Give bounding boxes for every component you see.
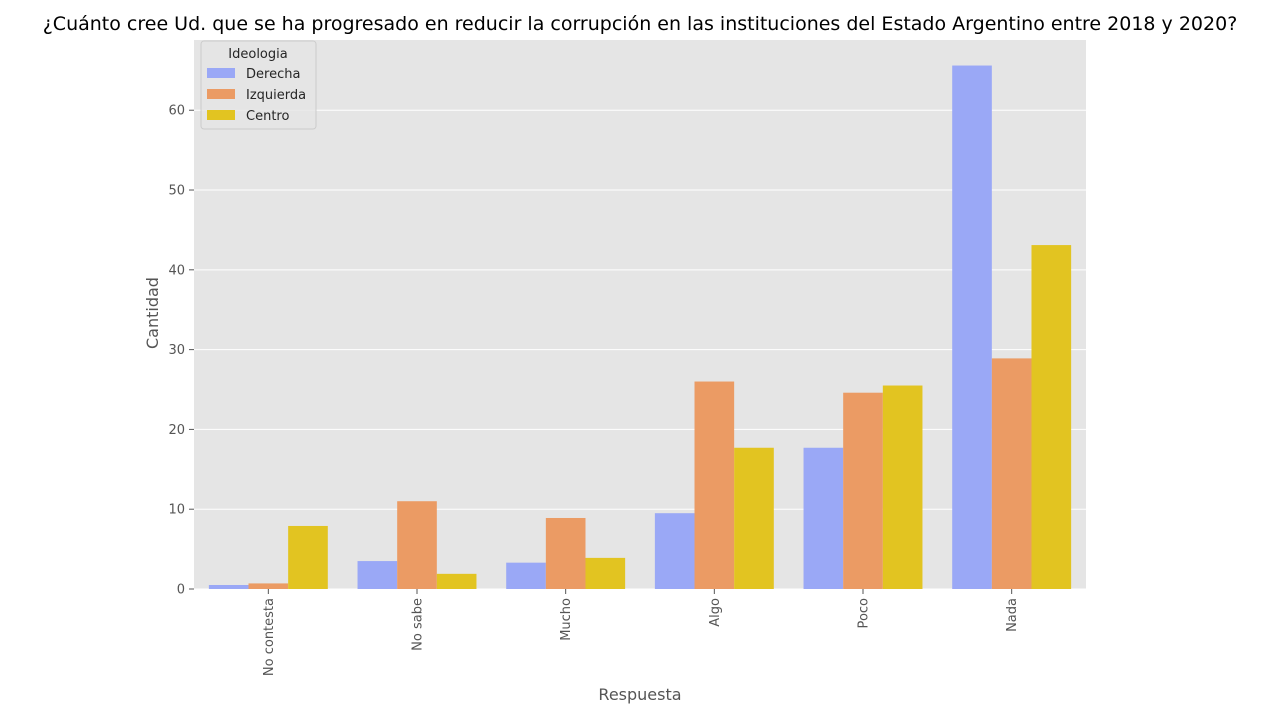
bar-izquierda-no-sabe (397, 501, 437, 589)
legend-swatch-centro (207, 110, 235, 120)
legend-label-derecha: Derecha (246, 67, 300, 82)
bar-centro-algo (734, 447, 774, 589)
bar-centro-nada (1031, 245, 1072, 590)
y-tick-label: 10 (168, 503, 185, 518)
legend-label-centro: Centro (246, 109, 289, 124)
bar-izquierda-nada (991, 358, 1032, 589)
plot-area (194, 40, 1086, 589)
legend: Ideologia Derecha Izquierda Centro (200, 40, 317, 130)
legend-swatch-izquierda (207, 89, 235, 99)
x-tick-label: No contesta (262, 598, 277, 676)
y-axis-label: Cantidad (143, 277, 162, 349)
y-tick-label: 20 (168, 423, 185, 438)
y-tick-label: 0 (177, 583, 185, 598)
bar-derecha-nada (952, 65, 992, 589)
bars (208, 65, 1072, 590)
bar-centro-poco (882, 385, 923, 589)
legend-swatch-derecha (207, 68, 235, 78)
bar-izquierda-poco (843, 392, 883, 589)
x-tick-label: Algo (708, 598, 723, 627)
x-axis-label: Respuesta (598, 685, 681, 704)
bar-centro-no-contesta (288, 525, 328, 589)
bar-derecha-mucho (506, 562, 546, 589)
bar-derecha-no-contesta (208, 585, 249, 589)
x-tick-label: Nada (1005, 598, 1020, 632)
y-tick-label: 60 (168, 104, 185, 119)
x-tick-label: Poco (857, 598, 872, 628)
legend-items: Derecha Izquierda Centro (207, 67, 306, 124)
bar-centro-no-sabe (436, 573, 477, 589)
bar-derecha-no-sabe (357, 561, 398, 589)
bar-izquierda-mucho (545, 517, 586, 589)
legend-title: Ideologia (228, 47, 287, 62)
bar-derecha-algo (654, 513, 695, 589)
legend-label-izquierda: Izquierda (246, 88, 306, 103)
y-tick-label: 40 (168, 263, 185, 278)
x-tick-label: No sabe (411, 598, 426, 651)
bar-centro-mucho (585, 557, 626, 589)
gridlines (194, 109, 1086, 590)
y-axis-ticks: 0 10 20 30 40 50 60 (168, 104, 194, 598)
y-tick-label: 50 (168, 184, 185, 199)
bar-derecha-poco (803, 447, 844, 589)
x-axis-ticks: No contesta No sabe Mucho Algo Poco Nada (262, 589, 1020, 676)
bar-izquierda-no-contesta (248, 583, 289, 589)
legend-box (200, 40, 317, 130)
y-tick-label: 30 (168, 343, 185, 358)
x-tick-label: Mucho (559, 598, 574, 641)
chart-title: ¿Cuánto cree Ud. que se ha progresado en… (43, 13, 1238, 35)
bar-izquierda-algo (694, 381, 735, 589)
